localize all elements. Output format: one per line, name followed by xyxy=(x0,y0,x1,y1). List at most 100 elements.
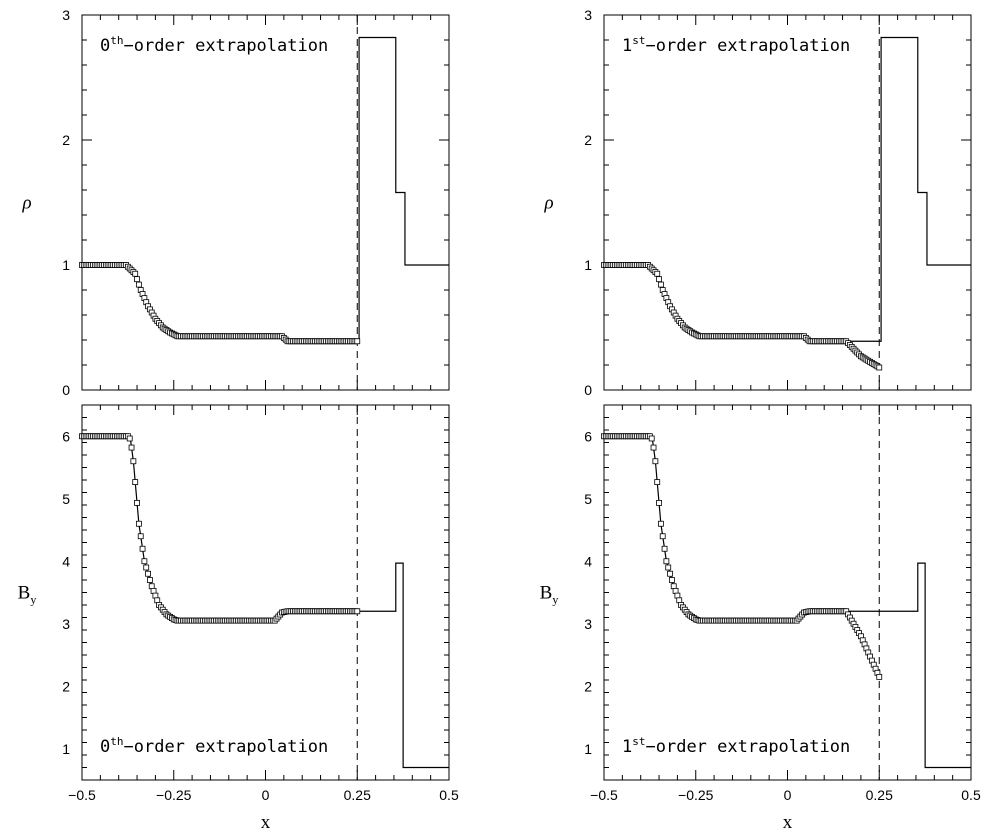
x-tick-label: 0.25 xyxy=(344,787,371,803)
solution-line xyxy=(604,36,971,342)
data-point xyxy=(128,444,135,451)
x-axis-label: x xyxy=(783,812,793,833)
data-point xyxy=(670,583,677,590)
data-point xyxy=(132,479,139,485)
y-axis-label-sub: y xyxy=(30,593,36,607)
y-axis-label: ρ xyxy=(21,193,31,214)
data-point xyxy=(143,564,150,571)
x-tick-label: −0.25 xyxy=(678,787,714,803)
data-point xyxy=(665,564,672,571)
data-point xyxy=(150,588,157,594)
data-point xyxy=(668,577,675,583)
y-tick-label: 2 xyxy=(584,132,592,148)
x-tick-label: −0.5 xyxy=(590,787,618,803)
data-point xyxy=(141,558,148,565)
data-point xyxy=(672,588,679,594)
annotation-label: 0th−order extrapolation xyxy=(100,735,328,757)
data-point xyxy=(354,608,361,615)
data-point xyxy=(650,444,657,451)
data-point xyxy=(657,520,664,527)
data-point xyxy=(654,270,661,277)
data-point xyxy=(354,338,361,345)
data-point xyxy=(139,545,146,552)
y-tick-label: 4 xyxy=(62,553,70,569)
x-axis-label: x xyxy=(261,812,271,833)
annotation-sup: st xyxy=(632,735,645,748)
data-point xyxy=(656,500,662,506)
annotation-label: 1st−order extrapolation xyxy=(622,34,850,56)
x-tick-label: 0.5 xyxy=(439,787,459,803)
y-tick-label: 1 xyxy=(584,257,592,273)
y-axis-label: By xyxy=(540,583,559,607)
annotation-label: 0th−order extrapolation xyxy=(100,34,328,56)
y-tick-label: 5 xyxy=(584,491,592,507)
data-point xyxy=(146,577,153,583)
annotation-sup: st xyxy=(632,34,645,47)
annotation-text: −order extrapolation xyxy=(124,737,329,757)
annotation-sup: th xyxy=(110,735,123,748)
annotation-base: 1 xyxy=(622,737,632,757)
data-point xyxy=(134,276,140,283)
y-tick-label: 6 xyxy=(584,428,592,444)
data-point xyxy=(152,592,159,599)
annotation-base: 0 xyxy=(100,36,110,56)
y-axis-label: ρ xyxy=(543,193,553,214)
plot-frame xyxy=(81,404,450,781)
y-tick-label: 1 xyxy=(62,741,70,757)
x-tick-label: −0.25 xyxy=(156,787,192,803)
data-point xyxy=(663,558,670,565)
data-point xyxy=(674,592,681,599)
y-tick-label: 5 xyxy=(62,491,70,507)
y-tick-label: 3 xyxy=(584,616,592,632)
annotation-text: −order extrapolation xyxy=(646,737,851,757)
data-point xyxy=(656,276,662,283)
annotation-base: 0 xyxy=(100,737,110,757)
data-point xyxy=(130,458,137,465)
plot-frame xyxy=(603,404,972,781)
data-point xyxy=(652,458,659,465)
data-point xyxy=(876,673,883,680)
data-point xyxy=(154,597,161,604)
data-point xyxy=(132,270,139,277)
annotation-sup: th xyxy=(110,34,123,47)
data-point xyxy=(657,281,664,288)
annotation-text: −order extrapolation xyxy=(646,36,851,56)
y-tick-label: 1 xyxy=(584,741,592,757)
data-point xyxy=(148,583,155,590)
data-point xyxy=(126,435,133,442)
data-point xyxy=(134,500,140,506)
y-tick-label: 3 xyxy=(62,616,70,632)
y-axis-label-sub: y xyxy=(552,593,558,607)
x-tick-label: 0.5 xyxy=(961,787,981,803)
annotation-label: 1st−order extrapolation xyxy=(622,735,850,757)
data-point xyxy=(654,479,661,485)
x-tick-label: −0.5 xyxy=(68,787,96,803)
data-point xyxy=(659,533,666,540)
data-point xyxy=(661,545,668,552)
data-point xyxy=(676,597,683,604)
x-tick-label: 0 xyxy=(262,787,270,803)
data-point xyxy=(648,435,655,442)
y-tick-label: 1 xyxy=(62,257,70,273)
y-axis-label: By xyxy=(18,583,37,607)
x-tick-label: 0.25 xyxy=(866,787,893,803)
y-tick-label: 0 xyxy=(62,382,70,398)
y-tick-label: 2 xyxy=(584,678,592,694)
y-tick-label: 3 xyxy=(584,7,592,23)
data-point xyxy=(667,570,673,577)
solution-line xyxy=(82,36,449,342)
y-tick-label: 4 xyxy=(584,553,592,569)
solution-line xyxy=(82,435,449,769)
data-point xyxy=(135,281,142,288)
data-point xyxy=(135,520,142,527)
y-tick-label: 6 xyxy=(62,428,70,444)
x-tick-label: 0 xyxy=(784,787,792,803)
data-point xyxy=(137,533,144,540)
y-tick-label: 3 xyxy=(62,7,70,23)
data-point xyxy=(876,364,883,371)
